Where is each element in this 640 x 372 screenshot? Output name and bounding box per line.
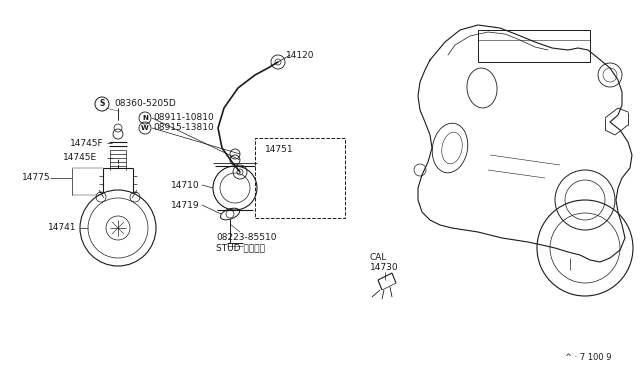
Text: W: W — [141, 125, 149, 131]
Text: CAL: CAL — [370, 253, 387, 263]
Bar — [478, 30, 590, 62]
Bar — [255, 138, 345, 218]
Text: 08915-13810: 08915-13810 — [153, 124, 214, 132]
Text: 08223-85510: 08223-85510 — [216, 234, 276, 243]
Text: 14745F: 14745F — [70, 138, 104, 148]
Text: 14730: 14730 — [370, 263, 399, 273]
Text: 08911-10810: 08911-10810 — [153, 113, 214, 122]
Text: S: S — [99, 99, 105, 109]
Text: 14719: 14719 — [172, 201, 200, 209]
Text: 14120: 14120 — [286, 51, 314, 60]
Text: 14775: 14775 — [22, 173, 51, 183]
Text: 14710: 14710 — [172, 180, 200, 189]
Text: STUD スタッド: STUD スタッド — [216, 244, 265, 253]
Text: 14745E: 14745E — [63, 154, 97, 163]
Text: 14741: 14741 — [48, 224, 77, 232]
Text: ^ · 7 100 9: ^ · 7 100 9 — [565, 353, 611, 362]
Text: N: N — [142, 115, 148, 121]
Text: 08360-5205D: 08360-5205D — [114, 99, 176, 109]
Text: 14751: 14751 — [265, 145, 294, 154]
